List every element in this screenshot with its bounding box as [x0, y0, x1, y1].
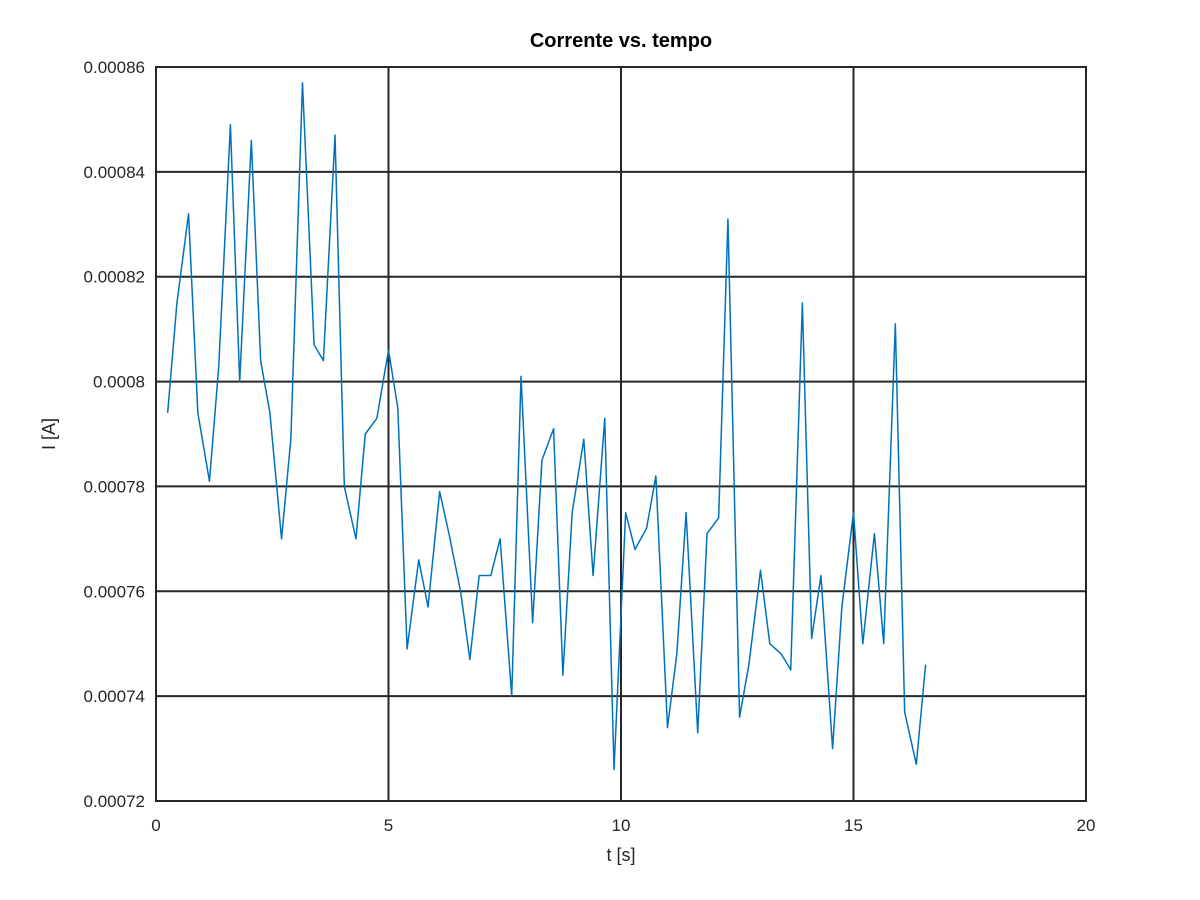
- x-tick-label: 0: [151, 816, 160, 835]
- y-tick-label: 0.00082: [84, 268, 145, 287]
- y-axis-label: I [A]: [39, 418, 59, 450]
- x-axis-label: t [s]: [606, 845, 635, 865]
- x-tick-label: 20: [1077, 816, 1096, 835]
- x-tick-label: 15: [844, 816, 863, 835]
- y-tick-label: 0.00084: [84, 163, 145, 182]
- chart-title: Corrente vs. tempo: [530, 30, 712, 52]
- grid-layer: [156, 67, 1086, 801]
- x-tick-label: 5: [384, 816, 393, 835]
- y-tick-label: 0.00074: [84, 687, 145, 706]
- plot-area-border: [155, 66, 1087, 802]
- y-tick-label: 0.00078: [84, 477, 145, 496]
- y-tick-label: 0.00086: [84, 58, 145, 77]
- series-line: [166, 81, 927, 771]
- x-tick-label: 10: [612, 816, 631, 835]
- y-tick-label: 0.0008: [93, 373, 145, 392]
- y-tick-label: 0.00076: [84, 582, 145, 601]
- y-tick-label: 0.00072: [84, 792, 145, 811]
- tick-layer: 0.00072 0.00074 0.00076 0.00078 0.0008 0.0008…: [84, 58, 1096, 835]
- series-layer: [166, 81, 927, 771]
